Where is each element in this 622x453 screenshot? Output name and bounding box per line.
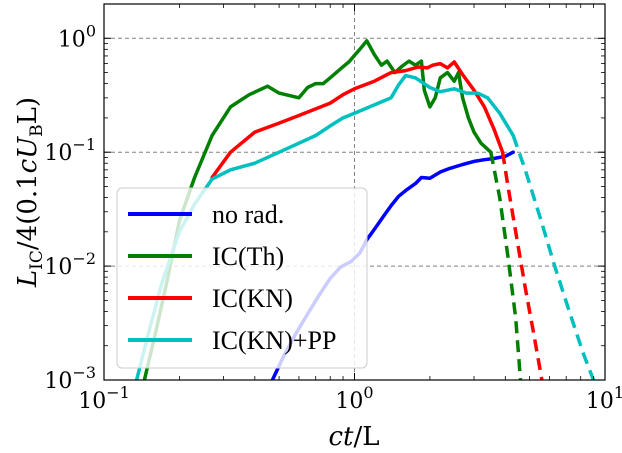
x-tick-label: 101 [586,383,622,414]
y-axis-title: LIC/4(0.1cUBL) [13,97,47,288]
series-dashed-ic-kn [500,151,544,380]
y-tick-label: 10−3 [44,363,96,394]
legend-label-no-rad: no rad. [212,200,284,229]
legend-label-ic-th: IC(Th) [212,242,284,271]
y-tick-label: 10−1 [44,135,96,166]
series-dashed-ic-kn-pp [511,134,596,380]
plot-frame [103,3,606,381]
y-tick-label: 100 [58,21,96,52]
x-axis-title: ct/L [328,422,379,452]
series-line-ic-th [142,39,493,380]
legend-box [116,187,368,369]
legend-label-ic-kn-pp: IC(KN)+PP [212,326,336,355]
x-tick-label: 100 [335,383,373,414]
series-dashed-ic-th [489,151,523,380]
series-line-ic-kn [210,60,505,180]
tick-labels: 10−1 100 101 10−3 10−2 10−1 100 [44,21,622,414]
legend: no rad. IC(Th) IC(KN) IC(KN)+PP [116,187,368,369]
legend-label-ic-kn: IC(KN) [212,284,293,313]
x-tick-label: 10−1 [78,383,130,414]
y-tick-label: 10−2 [44,249,96,280]
